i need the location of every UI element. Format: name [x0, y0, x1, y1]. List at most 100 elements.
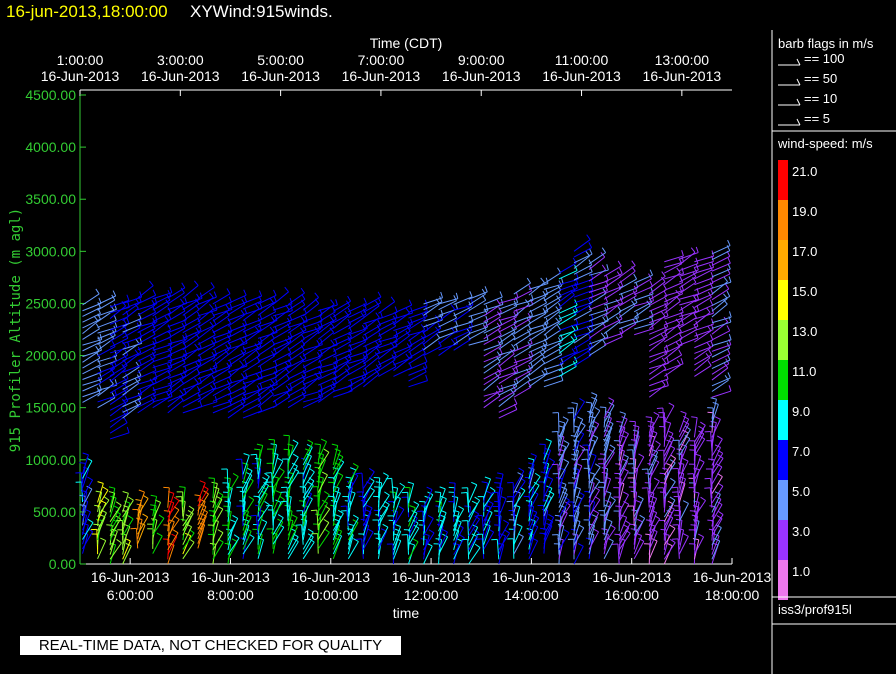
top-tick-time: 13:00:00 — [655, 52, 710, 68]
legend-barb-flag — [796, 58, 801, 66]
wind-barb — [257, 302, 275, 316]
wind-barb — [407, 534, 410, 555]
wind-barb — [711, 438, 723, 457]
barb-flag — [608, 449, 615, 453]
wind-barb — [558, 314, 577, 326]
wind-barb — [378, 301, 395, 314]
wind-barb — [333, 336, 352, 347]
wind-barb — [558, 283, 578, 291]
wind-barb — [377, 530, 388, 550]
barb-flag — [122, 341, 127, 347]
wind-barb — [318, 362, 338, 369]
wind-barb — [633, 459, 637, 480]
barb-flag — [269, 326, 275, 333]
wind-barb — [167, 375, 187, 385]
wind-barb — [513, 481, 526, 499]
wind-barb — [543, 441, 552, 460]
wind-barb — [302, 344, 321, 357]
wind-barb — [693, 500, 706, 518]
wind-barb — [694, 323, 714, 332]
wind-barb — [378, 340, 398, 349]
wind-barb — [182, 532, 195, 550]
barb-flag — [434, 491, 441, 494]
barb-flag — [622, 491, 629, 496]
wind-barb — [618, 494, 629, 513]
wind-barb — [573, 521, 581, 541]
barb-flag — [307, 481, 314, 486]
wind-barb — [197, 529, 204, 549]
barb-flag — [601, 264, 607, 271]
wind-barb — [677, 538, 680, 559]
wind-barb — [226, 468, 229, 489]
wind-barb — [137, 328, 156, 339]
wind-barb — [197, 387, 217, 397]
wind-barb — [122, 499, 134, 518]
barb-flag — [513, 311, 517, 318]
wind-barb — [468, 532, 480, 551]
wind-barb — [122, 342, 142, 350]
wind-barb — [588, 336, 609, 345]
barb-flag — [420, 324, 426, 330]
wind-barb — [227, 478, 231, 499]
barb-flag — [692, 305, 697, 312]
barb-flag — [334, 448, 341, 452]
barb-flag — [681, 250, 684, 257]
wind-barb — [408, 311, 428, 319]
wind-barb — [302, 377, 319, 391]
wind-barb — [317, 390, 335, 403]
wind-barb — [167, 394, 184, 408]
barb-flag — [320, 390, 323, 397]
barb-flag — [231, 538, 238, 543]
wind-barb — [693, 438, 706, 457]
wind-barb — [528, 295, 547, 307]
wind-barb — [663, 458, 677, 476]
wind-barb — [392, 511, 398, 532]
wind-barb — [648, 445, 654, 466]
barb-flag — [335, 299, 338, 306]
wind-barb — [498, 393, 515, 408]
barb-flag — [187, 510, 194, 514]
bottom-tick-date: 16-Jun-2013 — [592, 569, 671, 585]
barb-legend-entry: == 5 — [804, 111, 830, 126]
wind-barb — [603, 273, 623, 283]
wind-barb — [711, 476, 723, 494]
wind-barb — [678, 423, 690, 442]
barb-flag — [500, 298, 504, 305]
barb-flag — [650, 495, 657, 499]
barb-flag — [96, 518, 103, 522]
wind-barb — [558, 469, 566, 490]
wind-barb — [588, 531, 600, 550]
wind-barb — [558, 436, 565, 457]
wind-barb — [649, 336, 668, 347]
wind-barb — [694, 330, 712, 343]
wind-barb — [438, 317, 457, 328]
wind-barb — [498, 532, 510, 551]
barb-flag — [650, 288, 654, 295]
wind-barb — [317, 496, 321, 517]
barb-flag — [705, 307, 711, 313]
bottom-tick-time: 18:00:00 — [705, 587, 760, 603]
barb-legend-title: barb flags in m/s — [778, 36, 874, 51]
wind-barb — [97, 355, 117, 363]
wind-barb — [392, 526, 401, 546]
barb-flag — [577, 543, 584, 547]
wind-barb — [332, 461, 345, 480]
barb-flag — [226, 288, 231, 294]
wind-barb — [468, 321, 488, 329]
wind-barb — [633, 521, 644, 541]
wind-barb — [528, 493, 539, 513]
wind-barb — [694, 329, 714, 337]
wind-barb — [558, 489, 568, 508]
wind-barb — [588, 269, 609, 276]
wind-barb — [347, 541, 359, 560]
wind-barb — [558, 525, 565, 546]
wind-barb — [302, 297, 319, 311]
wind-barb — [558, 310, 578, 320]
wind-barb — [603, 478, 612, 498]
barb-flag — [610, 496, 616, 501]
wind-barb — [513, 334, 531, 347]
wind-barb — [272, 527, 285, 545]
wind-barb — [603, 321, 621, 335]
wind-barb — [663, 483, 667, 504]
barb-flag — [474, 543, 481, 548]
